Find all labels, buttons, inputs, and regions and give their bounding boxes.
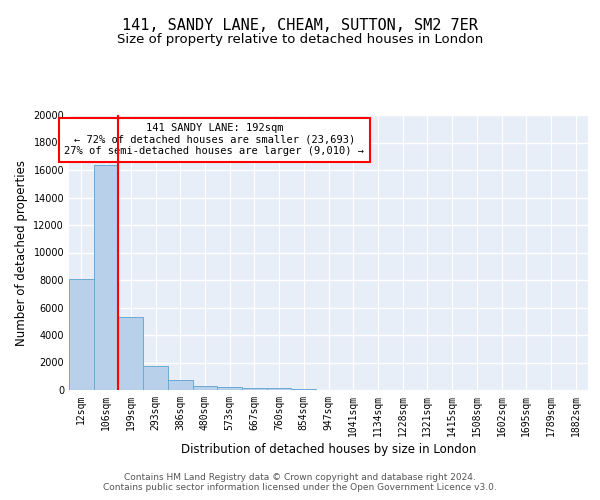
- X-axis label: Distribution of detached houses by size in London: Distribution of detached houses by size …: [181, 443, 476, 456]
- Bar: [143, 366, 168, 390]
- Y-axis label: Number of detached properties: Number of detached properties: [15, 160, 28, 346]
- Text: Contains HM Land Registry data © Crown copyright and database right 2024.
Contai: Contains HM Land Registry data © Crown c…: [103, 473, 497, 492]
- Bar: [118, 317, 143, 390]
- Bar: [193, 386, 217, 390]
- Bar: [267, 388, 292, 390]
- Bar: [168, 380, 193, 390]
- Bar: [69, 278, 94, 390]
- Bar: [217, 387, 242, 390]
- Text: 141 SANDY LANE: 192sqm
← 72% of detached houses are smaller (23,693)
27% of semi: 141 SANDY LANE: 192sqm ← 72% of detached…: [64, 123, 364, 156]
- Text: 141, SANDY LANE, CHEAM, SUTTON, SM2 7ER: 141, SANDY LANE, CHEAM, SUTTON, SM2 7ER: [122, 18, 478, 32]
- Bar: [242, 388, 267, 390]
- Bar: [94, 164, 118, 390]
- Text: Size of property relative to detached houses in London: Size of property relative to detached ho…: [117, 32, 483, 46]
- Bar: [292, 388, 316, 390]
